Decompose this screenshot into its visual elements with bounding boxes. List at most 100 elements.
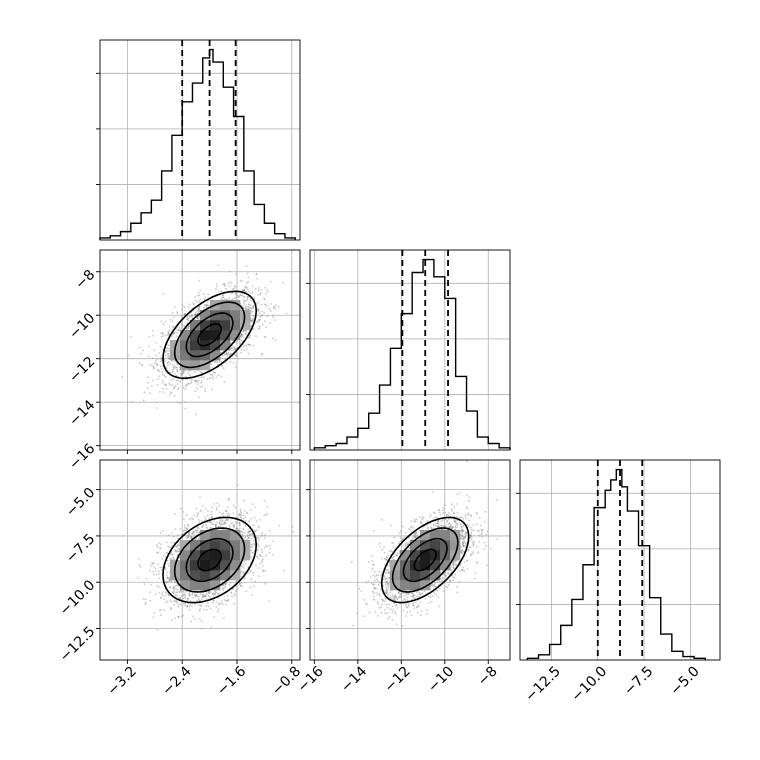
sample-point — [224, 520, 227, 522]
sample-point — [257, 545, 260, 548]
sample-point — [238, 522, 241, 525]
sample-point — [444, 575, 447, 578]
sample-point — [202, 505, 204, 507]
sample-point — [250, 319, 253, 322]
sample-point — [386, 606, 389, 609]
sample-point — [174, 545, 177, 548]
sample-point — [181, 373, 183, 376]
sample-point — [382, 599, 385, 602]
sample-point — [481, 528, 484, 531]
sample-point — [183, 324, 186, 327]
sample-point — [394, 611, 397, 613]
sample-point — [292, 530, 294, 533]
sample-point — [282, 281, 285, 284]
sample-point — [164, 591, 167, 594]
sample-point — [403, 536, 406, 539]
sample-point — [432, 511, 435, 514]
sample-point — [172, 556, 175, 559]
sample-point — [137, 576, 139, 579]
sample-point — [256, 320, 259, 323]
sample-point — [261, 353, 263, 356]
sample-point — [393, 597, 396, 600]
sample-point — [465, 507, 468, 509]
sample-point — [236, 484, 239, 487]
sample-point — [183, 312, 186, 315]
sample-point — [396, 551, 399, 554]
sample-point — [227, 352, 230, 355]
contour-level-3 — [380, 516, 470, 604]
sample-point — [245, 307, 247, 310]
sample-point — [214, 360, 217, 363]
sample-point — [377, 574, 380, 577]
sample-point — [458, 580, 461, 583]
sample-point — [140, 364, 143, 367]
sample-point — [174, 549, 177, 552]
sample-point — [165, 367, 168, 369]
sample-point — [223, 298, 226, 301]
sample-point — [152, 365, 155, 368]
sample-point — [186, 326, 188, 329]
sample-point — [264, 533, 267, 536]
sample-point — [385, 577, 387, 580]
sample-point — [233, 348, 236, 351]
sample-point — [184, 401, 186, 403]
sample-point — [439, 514, 442, 516]
sample-point — [450, 510, 453, 512]
sample-point — [458, 570, 461, 572]
sample-point — [253, 516, 256, 519]
sample-point — [172, 558, 175, 560]
density-cell — [220, 550, 231, 561]
sample-point — [179, 597, 182, 600]
sample-point — [194, 390, 197, 393]
sample-point — [412, 593, 415, 596]
sample-point — [234, 296, 237, 299]
sample-point — [256, 542, 259, 545]
sample-point — [382, 578, 385, 581]
sample-point — [252, 344, 255, 347]
sample-point — [171, 312, 174, 315]
sample-point — [248, 530, 251, 533]
sample-point — [215, 523, 217, 526]
sample-point — [204, 507, 207, 510]
sample-point — [462, 544, 464, 547]
sample-point — [419, 521, 422, 523]
sample-point — [245, 305, 248, 308]
sample-point — [257, 537, 260, 540]
sample-point — [268, 307, 271, 310]
sample-point — [196, 528, 199, 531]
sample-point — [169, 384, 172, 386]
sample-point — [174, 306, 176, 309]
sample-point — [197, 527, 200, 530]
sample-point — [258, 325, 261, 328]
sample-point — [246, 288, 249, 291]
sample-point — [373, 575, 376, 578]
sample-point — [454, 560, 457, 563]
sample-point — [483, 520, 486, 523]
sample-point — [377, 602, 379, 605]
sample-point — [222, 589, 225, 592]
sample-point — [461, 532, 464, 535]
sample-point — [174, 528, 177, 531]
sample-point — [225, 352, 228, 355]
sample-point — [461, 535, 464, 538]
sample-point — [403, 595, 406, 597]
sample-point — [427, 526, 429, 529]
sample-point — [243, 349, 246, 352]
sample-point — [247, 532, 250, 534]
sample-point — [222, 296, 224, 298]
sample-point — [197, 317, 199, 320]
sample-point — [363, 598, 366, 601]
sample-point — [256, 544, 259, 546]
sample-point — [467, 499, 470, 502]
sample-point — [237, 295, 240, 298]
sample-point — [176, 589, 179, 591]
contour-level-0 — [197, 548, 222, 572]
sample-point — [175, 366, 177, 369]
sample-point — [437, 596, 440, 599]
sample-point — [166, 559, 169, 562]
sample-point — [231, 298, 234, 301]
sample-point — [454, 518, 457, 521]
sample-point — [160, 332, 162, 335]
sample-point — [204, 518, 207, 521]
sample-point — [184, 597, 187, 599]
